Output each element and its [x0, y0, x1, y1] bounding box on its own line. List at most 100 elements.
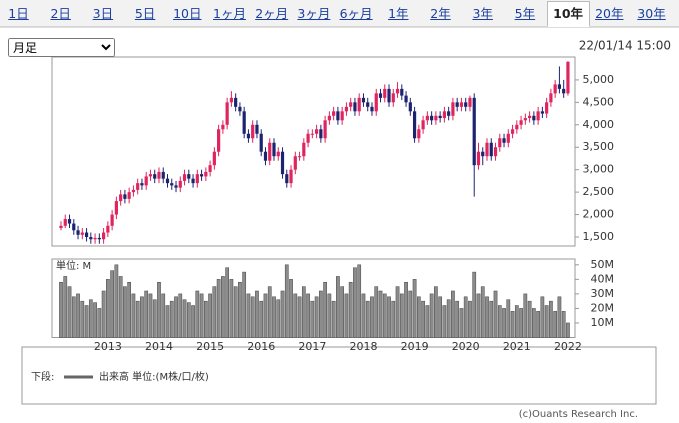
candle-body — [370, 106, 374, 112]
volume-bar — [408, 290, 413, 338]
candle-body — [536, 111, 540, 121]
volume-bar — [174, 296, 178, 338]
period-tab[interactable]: 1ヶ月 — [213, 6, 246, 21]
candle-body — [468, 97, 472, 107]
candle-body — [204, 171, 208, 177]
candle-body — [76, 230, 80, 235]
volume-bar — [357, 264, 362, 338]
period-tab[interactable]: 2ヶ月 — [255, 6, 289, 21]
volume-bar — [361, 293, 366, 338]
candle-body — [528, 115, 532, 119]
period-tab[interactable]: 5年 — [514, 6, 536, 21]
period-tab[interactable]: 1日 — [8, 6, 29, 21]
candle-body — [319, 129, 323, 139]
period-tab[interactable]: 2日 — [50, 6, 71, 21]
candle-body — [408, 102, 412, 112]
volume-bar — [412, 279, 417, 338]
y-tick-label: 3,000 — [583, 163, 615, 176]
candle-body — [144, 176, 148, 186]
candle-body — [302, 142, 306, 157]
volume-bar — [561, 311, 566, 338]
candle-body — [123, 194, 127, 199]
candle-body — [323, 120, 327, 139]
candle-body — [255, 124, 259, 134]
candle-body — [285, 174, 289, 184]
x-tick-label: 2017 — [298, 340, 326, 353]
volume-bar — [203, 300, 208, 338]
period-tab[interactable]: 20年 — [595, 6, 624, 21]
volume-bar — [212, 286, 217, 338]
candle-body — [157, 171, 161, 179]
candle-body — [404, 95, 408, 103]
period-tab[interactable]: 5日 — [134, 6, 156, 21]
volume-bar — [310, 300, 315, 338]
candle-body — [67, 219, 72, 224]
candle-body — [442, 111, 446, 119]
y-tick-label: 5,000 — [583, 73, 615, 86]
candle-body — [391, 93, 395, 103]
legend-box — [21, 346, 657, 405]
volume-bar — [93, 302, 97, 338]
volume-bar — [323, 282, 327, 338]
candle-body — [268, 142, 272, 161]
volume-bar — [327, 293, 332, 338]
period-tab[interactable]: 10年 — [546, 1, 590, 27]
candle-body — [63, 219, 67, 226]
candle-body — [178, 180, 182, 188]
candle-body — [519, 120, 523, 125]
candle-body — [549, 93, 553, 103]
candle-body — [106, 225, 110, 233]
candle-body — [208, 165, 212, 172]
candle-body — [229, 97, 233, 103]
candle-body — [566, 61, 570, 94]
volume-bar — [344, 293, 349, 338]
volume-bar — [216, 279, 221, 338]
volume-bar — [459, 308, 464, 338]
volume-bar — [446, 299, 451, 338]
volume-bar — [544, 305, 549, 338]
candle-body — [451, 102, 455, 116]
candle-body — [472, 97, 476, 166]
y-tick-label: 10M — [591, 316, 615, 329]
period-tab[interactable]: 10日 — [173, 6, 202, 21]
candle-body — [332, 111, 336, 116]
legend-prefix: 下段: — [31, 370, 54, 383]
volume-bar — [374, 286, 379, 338]
candle-body — [272, 142, 276, 157]
candle-body — [523, 118, 527, 121]
candle-body — [425, 115, 429, 121]
volume-bar — [485, 296, 489, 338]
candle-body — [238, 106, 242, 112]
volume-bar — [106, 279, 110, 338]
candle-body — [80, 232, 84, 235]
volume-bar — [468, 300, 472, 338]
candle-body — [447, 111, 451, 116]
candle-body — [387, 88, 391, 103]
volume-bar — [67, 286, 72, 338]
candle-body — [102, 232, 106, 240]
candle-body — [127, 192, 131, 199]
y-tick-label: 1,500 — [583, 230, 615, 243]
x-tick-label: 2022 — [554, 340, 582, 353]
period-tab[interactable]: 3日 — [92, 6, 114, 21]
volume-bar — [148, 293, 153, 338]
period-tab[interactable]: 3年 — [472, 6, 493, 21]
volume-bar — [267, 286, 272, 338]
copyright: (c)Ouants Research Inc. — [519, 409, 638, 420]
volume-bar — [297, 296, 302, 338]
volume-bar — [480, 286, 485, 338]
volume-bar — [280, 290, 285, 338]
interval-select[interactable]: 月足 — [8, 38, 115, 57]
candle-body — [374, 93, 378, 112]
candle-body — [434, 115, 438, 121]
period-tab[interactable]: 30年 — [637, 6, 666, 21]
period-tab[interactable]: 1年 — [388, 6, 409, 21]
period-tab[interactable]: 3ヶ月 — [297, 6, 331, 21]
candle-body — [353, 102, 357, 112]
period-tab[interactable]: 2年 — [430, 6, 451, 21]
volume-unit: 単位: M — [56, 259, 91, 272]
candle-body — [489, 142, 493, 157]
period-tab[interactable]: 6ヶ月 — [339, 6, 373, 21]
candle-body — [199, 174, 204, 177]
candle-body — [485, 142, 489, 157]
